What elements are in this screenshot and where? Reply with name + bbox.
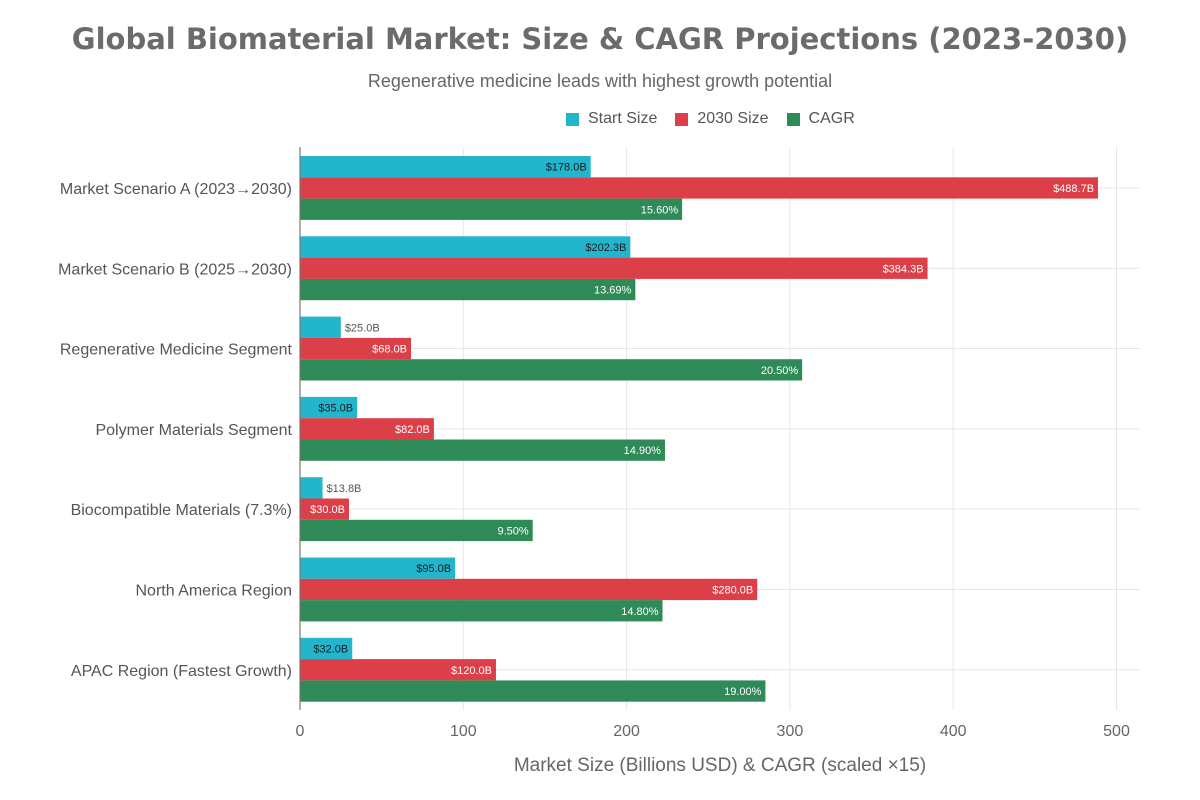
bar-cagr [300, 278, 636, 301]
legend-label-2030-size: 2030 Size [697, 110, 769, 127]
category-label: Regenerative Medicine Segment [60, 342, 293, 359]
data-label-end: $384.3B [883, 263, 924, 275]
legend-swatch-cagr [786, 112, 800, 126]
legend-swatch-2030-size [675, 112, 689, 126]
data-label-cagr: 19.00% [724, 686, 762, 698]
x-axis-label: Market Size (Billions USD) & CAGR (scale… [513, 755, 927, 776]
category-label: Market Scenario A (2023→2030) [60, 181, 292, 198]
legend-label-cagr: CAGR [808, 110, 855, 127]
legend-item-start-size[interactable]: Start Size [566, 110, 657, 128]
legend-item-cagr[interactable]: CAGR [786, 110, 855, 128]
data-label-cagr: 20.50% [761, 365, 799, 377]
chart-title: Global Biomaterial Market: Size & CAGR P… [71, 22, 1129, 56]
data-label-end: $120.0B [451, 665, 492, 677]
data-label-start: $25.0B [345, 322, 380, 334]
data-label-cagr: 15.60% [641, 204, 679, 216]
legend-item-2030-size[interactable]: 2030 Size [675, 110, 769, 128]
data-label-end: $488.7B [1053, 183, 1094, 195]
bar-start [300, 557, 456, 579]
data-label-end: $68.0B [372, 344, 407, 356]
x-tick-label: 100 [450, 723, 477, 740]
bar-start [300, 477, 323, 499]
category-label: Biocompatible Materials (7.3%) [71, 502, 292, 519]
bar-start [300, 396, 358, 419]
data-label-start: $95.0B [416, 563, 451, 575]
bar-end [300, 418, 434, 440]
bar-end [300, 498, 349, 520]
x-tick-label: 0 [296, 723, 305, 740]
bar-start [300, 236, 631, 258]
data-label-start: $202.3B [585, 242, 626, 254]
bar-cagr [300, 600, 663, 622]
bar-cagr [300, 198, 683, 220]
legend-swatch-start-size [566, 112, 579, 126]
bar-end [300, 578, 758, 601]
bar-cagr [300, 359, 803, 381]
data-label-cagr: 14.90% [624, 445, 662, 457]
data-label-start: $178.0B [546, 162, 587, 174]
data-label-cagr: 13.69% [594, 285, 632, 297]
legend-label-start-size: Start Size [588, 110, 658, 127]
category-label: APAC Region (Fastest Growth) [71, 663, 292, 680]
data-label-cagr: 14.80% [621, 606, 659, 618]
category-label: North America Region [135, 582, 292, 599]
data-label-start: $32.0B [313, 643, 348, 655]
legend: Start Size 2030 Size CAGR [566, 110, 855, 128]
x-tick-label: 300 [777, 723, 804, 740]
chart-subtitle: Regenerative medicine leads with highest… [367, 71, 833, 91]
bar-end [300, 337, 412, 360]
bar-end [300, 177, 1099, 199]
data-label-start: $13.8B [327, 483, 362, 495]
x-tick-label: 200 [613, 723, 640, 740]
category-label: Market Scenario B (2025→2030) [58, 261, 292, 278]
x-tick-label: 400 [940, 723, 967, 740]
bar-end [300, 659, 496, 681]
data-label-cagr: 9.50% [497, 525, 528, 537]
bar-cagr [300, 439, 665, 461]
x-tick-label: 500 [1103, 723, 1130, 740]
data-label-end: $82.0B [395, 424, 430, 436]
bar-start [300, 156, 591, 178]
category-label: Polymer Materials Segment [95, 422, 292, 439]
bar-cagr [300, 519, 533, 542]
bar-start [300, 316, 341, 338]
bar-cagr [300, 680, 766, 702]
data-label-end: $30.0B [310, 504, 345, 516]
data-label-end: $280.0B [712, 584, 753, 596]
bar-end [300, 257, 928, 279]
bar-start [300, 637, 353, 660]
data-label-start: $35.0B [318, 403, 353, 415]
